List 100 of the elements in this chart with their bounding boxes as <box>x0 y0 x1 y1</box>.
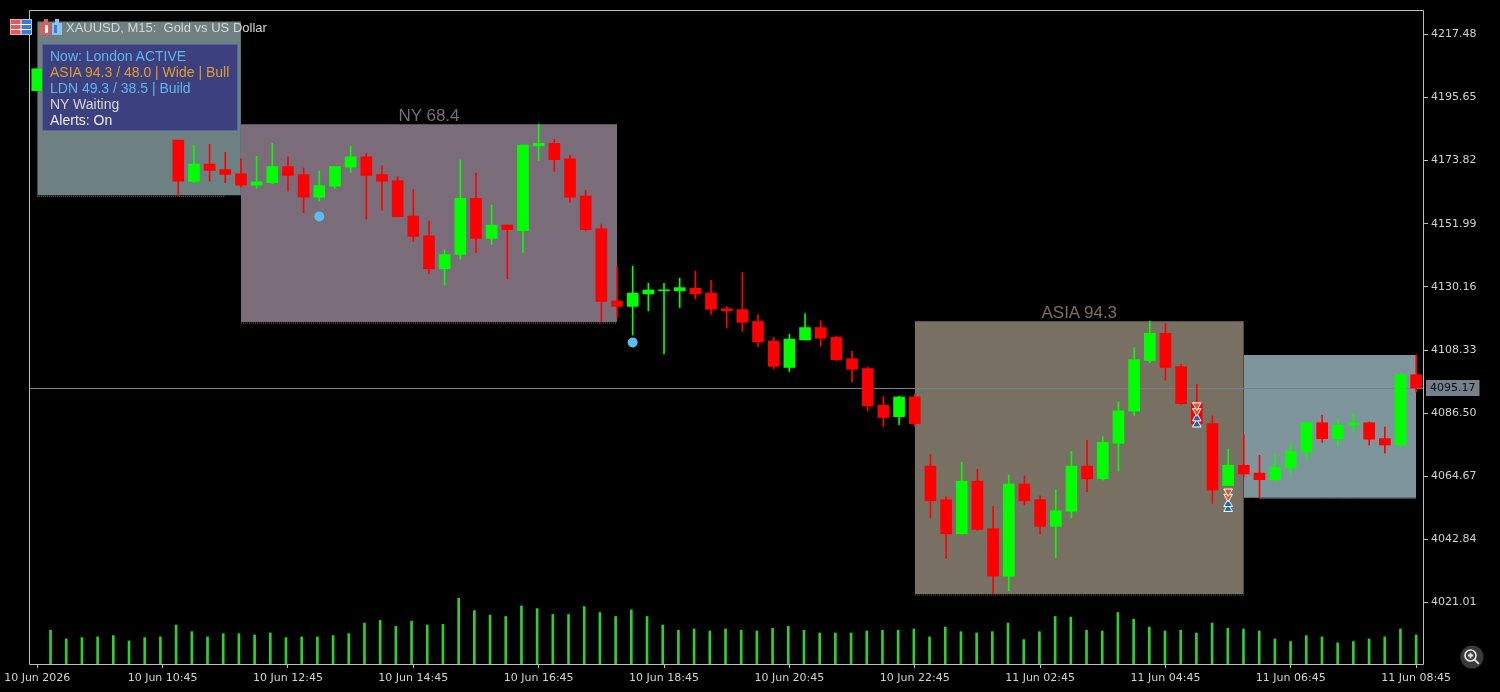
bar <box>943 626 947 664</box>
bar <box>190 631 194 664</box>
bar <box>64 638 68 664</box>
x-tick-label: 10 Jun 18:45 <box>629 671 699 685</box>
x-tick-label: 10 Jun 2026 <box>4 671 71 685</box>
point <box>314 211 325 222</box>
bar <box>928 636 931 664</box>
y-tick-label: 4130.16 <box>1431 279 1477 293</box>
x-tick-label: 10 Jun 14:45 <box>378 671 449 685</box>
bar <box>1289 641 1292 664</box>
bar <box>300 636 304 664</box>
candlestick <box>219 151 232 183</box>
bar <box>49 630 52 664</box>
bar <box>975 632 978 664</box>
candlestick <box>814 320 827 347</box>
x-tick-label: 11 Jun 06:45 <box>1255 671 1326 685</box>
candlestick <box>1363 421 1375 446</box>
bar <box>253 634 256 664</box>
text: ASIA 94.3 <box>1041 303 1118 323</box>
point <box>1191 402 1202 411</box>
bar <box>1022 639 1026 664</box>
y-tick-label: 4108.33 <box>1431 342 1477 356</box>
bar <box>1399 628 1402 664</box>
bar <box>786 626 790 664</box>
point <box>627 337 638 348</box>
bar <box>818 632 822 664</box>
bar <box>473 610 476 664</box>
bar <box>834 632 837 664</box>
x-tick-label: 11 Jun 08:45 <box>1381 671 1452 685</box>
bar <box>582 606 586 664</box>
bar <box>1352 641 1355 664</box>
bar <box>739 630 743 664</box>
bar <box>1069 616 1073 664</box>
bar <box>520 605 523 664</box>
x-tick-label: 10 Jun 20:45 <box>754 671 825 685</box>
bar <box>206 636 209 664</box>
bar <box>1242 628 1245 664</box>
bar <box>1226 628 1230 664</box>
bar <box>661 624 665 664</box>
x-tick-label: 10 Jun 10:45 <box>127 671 198 685</box>
bar <box>1038 631 1041 664</box>
bar <box>991 631 994 664</box>
bar <box>268 632 272 664</box>
bar <box>567 614 570 664</box>
y-tick-label: 4195.65 <box>1431 90 1477 104</box>
bar <box>614 616 617 664</box>
candlestick <box>846 350 858 383</box>
y-tick-label: 4042.84 <box>1431 532 1477 546</box>
y-tick-label: 4173.82 <box>1431 153 1477 167</box>
bar <box>865 630 869 664</box>
bar <box>1257 630 1261 664</box>
bar <box>504 616 508 664</box>
bar <box>1147 626 1151 664</box>
annotation: ASIA 94.3 / 48.0 | Wide | Bull <box>50 64 231 80</box>
candlestick <box>31 68 44 91</box>
bar <box>425 624 429 664</box>
bar <box>347 633 351 664</box>
annotation: LDN 49.3 / 38.5 | Build <box>50 80 192 96</box>
y-tick-label: 4064.67 <box>1431 469 1477 483</box>
bar <box>159 636 162 664</box>
y-tick-label: 4086.50 <box>1431 406 1477 420</box>
bar <box>1085 630 1088 664</box>
bar <box>1132 618 1135 664</box>
bar <box>771 628 774 664</box>
ref-line-label: 4095.17 <box>1430 381 1476 395</box>
x-tick-label: 11 Jun 04:45 <box>1130 671 1201 685</box>
bar <box>1195 632 1198 664</box>
bar <box>708 630 712 664</box>
bar <box>1336 642 1339 664</box>
bar <box>378 620 382 664</box>
y-tick-label: 4217.48 <box>1431 27 1477 41</box>
annotation: Now: London ACTIVE <box>50 48 188 64</box>
x-tick-label: 10 Jun 22:45 <box>879 671 950 685</box>
y-tick-label: 4151.99 <box>1431 216 1477 230</box>
x-tick-label: 10 Jun 16:45 <box>503 671 574 685</box>
annotation: NY Waiting <box>50 96 121 112</box>
bar <box>221 633 225 664</box>
bar <box>1304 635 1308 664</box>
bar <box>1383 636 1387 664</box>
text: NY 68.4 <box>398 106 460 126</box>
bar <box>881 630 884 664</box>
bar <box>629 609 633 664</box>
x-tick-label: 10 Jun 12:45 <box>253 671 323 685</box>
bar <box>410 620 413 664</box>
bar <box>316 636 319 664</box>
bar <box>724 628 727 664</box>
bar <box>677 630 680 664</box>
bar <box>1100 630 1104 664</box>
y-tick-label: 4021.01 <box>1431 595 1477 609</box>
annotation: Alerts: On <box>50 112 114 128</box>
bar <box>112 635 115 664</box>
bar <box>457 598 460 664</box>
bar <box>96 636 99 664</box>
candlestick <box>658 282 670 355</box>
bar <box>363 622 366 664</box>
bar <box>1179 630 1183 664</box>
bar <box>143 637 147 664</box>
candlestick <box>720 306 733 329</box>
candlestick <box>282 156 294 192</box>
x-tick-label: 11 Jun 02:45 <box>1005 671 1076 685</box>
